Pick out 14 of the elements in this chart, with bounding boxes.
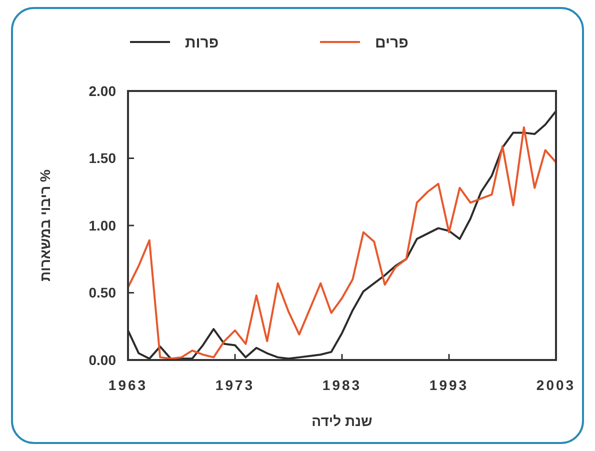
x-tick-label: 1973 [215,377,255,393]
x-tick-label: 1983 [322,377,362,393]
x-tick-label: 2003 [536,377,576,393]
y-tick-label: 0.50 [88,284,116,301]
legend-label: פרות [185,34,219,52]
y-tick-label: 0.00 [88,352,116,368]
y-axis-title: % ריבוי במשארות [37,169,53,282]
legend-label: פרים [375,34,408,52]
y-tick-label: 2.00 [88,82,116,99]
x-tick-label: 1993 [429,377,469,393]
y-tick-label: 1.00 [88,217,116,234]
x-tick-label: 1963 [108,377,148,393]
x-axis-title: שנת לידה [312,413,372,429]
y-tick-label: 1.50 [88,150,116,166]
